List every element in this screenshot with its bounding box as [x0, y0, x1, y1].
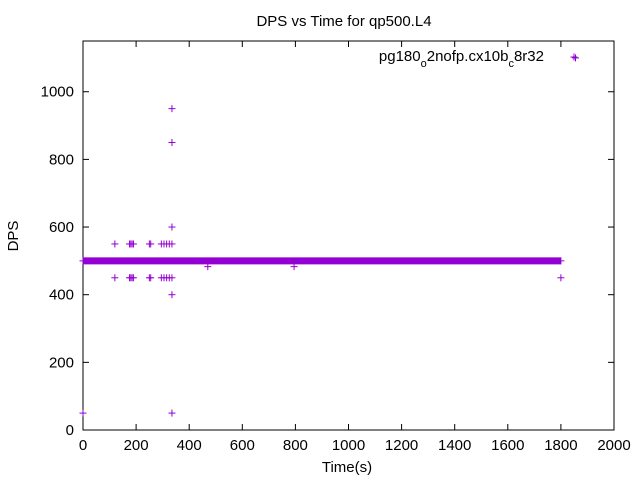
axis-ticks: 0 200 400 600 800 1000 1200 1400 1600 1800 2000 0 20…: [41, 41, 631, 454]
data-point: [111, 240, 119, 248]
y-tick-label: 200: [49, 354, 74, 371]
legend-label: pg180o2nofp.cx10bc8r32: [379, 48, 544, 70]
data-point: [290, 263, 298, 271]
legend-label-part: pg180: [379, 48, 421, 65]
data-marks: [79, 53, 580, 417]
chart-title: DPS vs Time for qp500.L4: [256, 13, 431, 30]
legend: pg180o2nofp.cx10bc8r32: [379, 48, 544, 70]
x-tick-label: 1600: [491, 437, 524, 454]
data-point: [557, 274, 565, 282]
legend-label-subscript: c: [508, 58, 514, 70]
x-tick-label: 1400: [438, 437, 471, 454]
x-tick-label: 1000: [332, 437, 365, 454]
y-tick-label: 600: [49, 219, 74, 236]
y-tick-label: 0: [66, 422, 74, 439]
data-point: [557, 257, 565, 265]
data-point: [168, 409, 176, 417]
data-band: [83, 257, 561, 265]
x-axis-label: Time(s): [322, 459, 372, 476]
data-point: [168, 105, 176, 113]
data-point: [168, 274, 176, 282]
legend-label-part: 8r32: [514, 48, 544, 65]
data-point: [204, 263, 212, 271]
data-point: [168, 138, 176, 146]
legend-label-part: 2nofp.cx10b: [427, 48, 509, 65]
y-tick-label: 400: [49, 287, 74, 304]
data-point: [147, 274, 155, 282]
data-point: [79, 257, 87, 265]
plot-area: [82, 40, 615, 431]
x-tick-label: 800: [283, 437, 308, 454]
data-point: [572, 54, 580, 62]
x-tick-label: 1200: [385, 437, 418, 454]
y-tick-label: 800: [49, 151, 74, 168]
data-point: [168, 240, 176, 248]
plot-border: [82, 40, 615, 431]
data-point: [129, 240, 137, 248]
x-tick-label: 400: [177, 437, 202, 454]
y-tick-label: 1000: [41, 84, 74, 101]
data-point: [129, 274, 137, 282]
legend-label-subscript: o: [421, 58, 427, 70]
x-tick-label: 2000: [597, 437, 630, 454]
data-point: [147, 240, 155, 248]
data-point: [111, 274, 119, 282]
data-point: [168, 223, 176, 231]
x-tick-label: 600: [230, 437, 255, 454]
x-tick-label: 1800: [544, 437, 577, 454]
data-point: [168, 291, 176, 299]
data-point: [79, 409, 87, 417]
x-tick-label: 200: [124, 437, 149, 454]
legend-marker: [570, 53, 578, 61]
y-axis-label: DPS: [5, 221, 22, 252]
x-tick-label: 0: [79, 437, 87, 454]
